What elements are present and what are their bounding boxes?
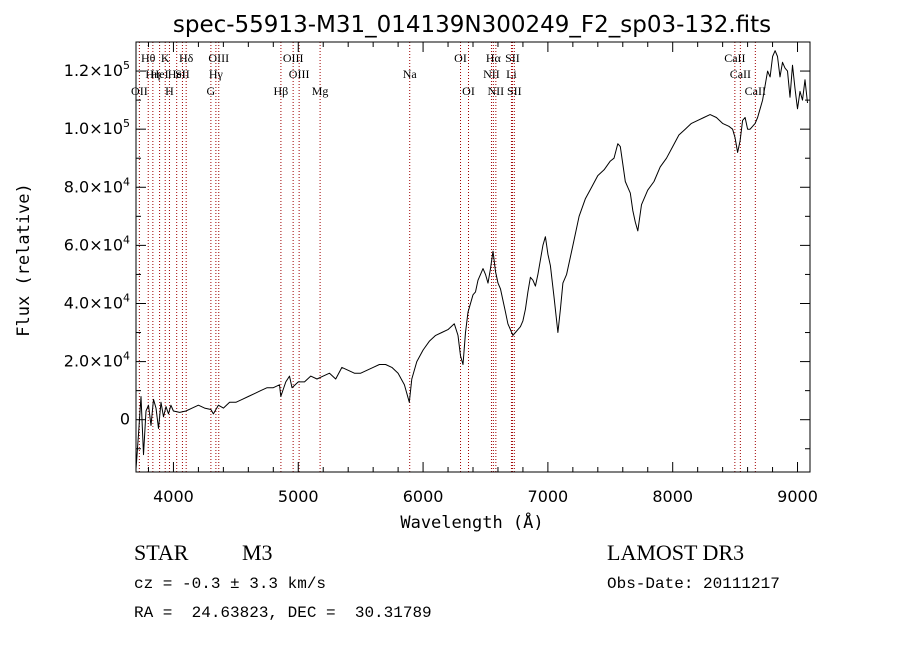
plot-frame [135, 41, 811, 473]
y-axis-label: Flux (relative) [14, 183, 34, 337]
y-tick-label-6: 1.2×105 [64, 59, 130, 80]
line-label-14: OIII [289, 67, 310, 81]
y-tick-label-4: 8.0×104 [64, 175, 130, 196]
x-tick-label-5: 9000 [777, 487, 818, 506]
y-axis-ticks: 02.0×1044.0×1046.0×1048.0×1041.0×1051.2×… [64, 41, 810, 450]
y-tick-exponent-3: 4 [123, 233, 130, 246]
chart-title: spec-55913-M31_014139N300249_F2_sp03-132… [173, 12, 771, 38]
y-tick-mantissa-5: 1.0×10 [64, 119, 123, 138]
y-tick-exponent-4: 4 [123, 175, 130, 188]
line-label-12: Hβ [274, 84, 289, 98]
line-label-25: CaII [724, 51, 745, 65]
coordinates: RA = 24.63823, DEC = 30.31789 [134, 604, 432, 622]
y-tick-exponent-2: 4 [123, 291, 130, 304]
line-label-20: Hα [486, 51, 502, 65]
line-label-5: H [165, 84, 174, 98]
x-tick-label-0: 4000 [153, 487, 194, 506]
x-tick-label-1: 5000 [278, 487, 319, 506]
emission-line-markers [138, 42, 756, 472]
line-label-16: Na [403, 67, 418, 81]
y-tick-mantissa-0: 0 [120, 410, 130, 429]
y-tick-mantissa-6: 1.2×10 [64, 61, 123, 80]
y-tick-exponent-6: 5 [123, 59, 130, 72]
y-tick-label-2: 4.0×104 [64, 291, 130, 312]
y-tick-label-0: 0 [120, 410, 130, 429]
line-label-27: CaII [745, 84, 766, 98]
y-tick-mantissa-3: 6.0×10 [64, 235, 123, 254]
line-label-21: NII [488, 84, 505, 98]
x-axis-ticks: 4000 5000 6000 7000 8000 9000 [147, 42, 818, 506]
line-label-23: SII [505, 51, 520, 65]
y-tick-mantissa-4: 8.0×10 [64, 177, 123, 196]
line-label-13: OIII [283, 51, 304, 65]
line-label-22: Li [506, 67, 517, 81]
line-label-26: CaII [730, 67, 751, 81]
line-label-4: K [161, 51, 170, 65]
y-tick-mantissa-2: 4.0×10 [64, 293, 123, 312]
y-tick-exponent-1: 4 [123, 350, 130, 363]
observation-date: Obs-Date: 20111217 [607, 575, 780, 593]
y-tick-label-1: 2.0×104 [64, 350, 130, 371]
emission-line-labels: OIIHθHηHeIKHHeISIIHδGHγOIIIHβOIIIOIIIMgN… [131, 51, 766, 98]
line-label-7: SII [175, 67, 190, 81]
redshift-velocity: cz = -0.3 ± 3.3 km/s [134, 575, 327, 593]
line-label-1: Hθ [141, 51, 156, 65]
line-label-19: NII [483, 67, 500, 81]
object-subclass: M3 [242, 540, 273, 565]
x-tick-label-2: 6000 [403, 487, 444, 506]
line-label-11: OIII [208, 51, 229, 65]
y-tick-mantissa-1: 2.0×10 [64, 352, 123, 371]
line-label-8: Hδ [179, 51, 194, 65]
x-tick-label-3: 7000 [528, 487, 569, 506]
line-label-10: Hγ [209, 67, 224, 81]
line-label-17: OI [454, 51, 467, 65]
line-label-15: Mg [312, 84, 329, 98]
line-label-0: OII [131, 84, 148, 98]
line-label-2: Hη [145, 67, 160, 81]
line-label-24: SII [507, 84, 522, 98]
series-flux [135, 50, 808, 470]
line-label-3: HeI [151, 67, 169, 81]
survey-name: LAMOST DR3 [607, 540, 745, 565]
line-label-6: HeI [168, 67, 186, 81]
y-tick-label-5: 1.0×105 [64, 117, 130, 138]
series-layer [135, 50, 808, 470]
line-label-18: OI [462, 84, 475, 98]
object-class: STAR [134, 540, 189, 565]
y-tick-exponent-5: 5 [123, 117, 130, 130]
x-axis-label: Wavelength (Å) [400, 511, 543, 533]
x-tick-label-4: 8000 [652, 487, 693, 506]
line-label-9: G [207, 84, 216, 98]
y-tick-label-3: 6.0×104 [64, 233, 130, 254]
